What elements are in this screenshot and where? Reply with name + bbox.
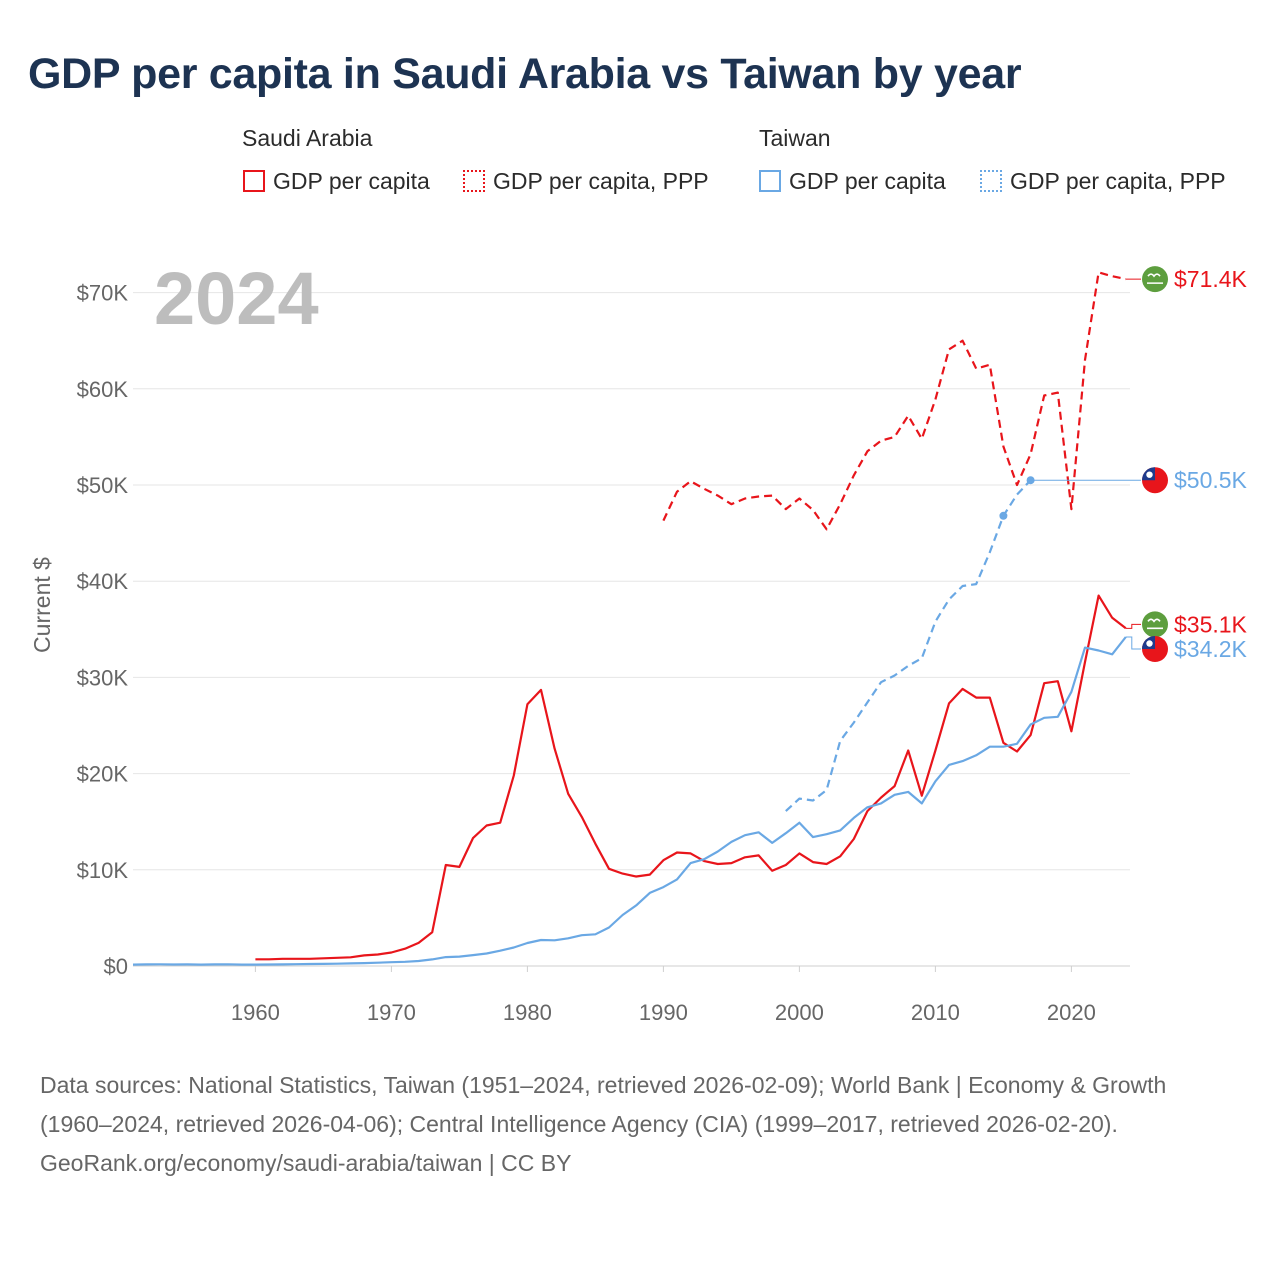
x-tick-label: 2010 xyxy=(911,1000,960,1025)
legend-saudi-gdp-ppp[interactable]: GDP per capita, PPP xyxy=(463,166,709,196)
legend-saudi-gdp-ppp-label: GDP per capita, PPP xyxy=(493,167,709,194)
x-tick-label: 1990 xyxy=(639,1000,688,1025)
y-tick-label: $40K xyxy=(77,569,129,594)
data-sources: Data sources: National Statistics, Taiwa… xyxy=(40,1072,1167,1137)
x-tick-label: 1980 xyxy=(503,1000,552,1025)
legend-taiwan-gdp[interactable]: GDP per capita xyxy=(759,166,946,196)
footer: Data sources: National Statistics, Taiwa… xyxy=(40,1066,1240,1183)
y-tick-label: $50K xyxy=(77,473,129,498)
legend-taiwan-gdp-ppp[interactable]: GDP per capita, PPP xyxy=(980,166,1226,196)
series-line-saudi-arabia-gdp-per-capita xyxy=(255,594,1127,961)
legend-saudi-gdp[interactable]: GDP per capita xyxy=(243,166,430,196)
legend-taiwan-gdp-ppp-label: GDP per capita, PPP xyxy=(1010,167,1226,194)
series-line-taiwan-gdp-per-capita xyxy=(132,636,1127,966)
y-axis-label: Current $ xyxy=(29,557,55,653)
y-tick-label: $30K xyxy=(77,665,129,690)
taiwan-flag-icon xyxy=(1142,467,1168,494)
year-watermark: 2024 xyxy=(154,257,319,340)
end-value-label: $50.5K xyxy=(1174,467,1248,493)
saudi-arabia-flag-icon xyxy=(1142,266,1168,293)
x-tick-label: 1970 xyxy=(367,1000,416,1025)
x-tick-label: 2020 xyxy=(1047,1000,1096,1025)
y-tick-label: $0 xyxy=(104,954,128,979)
end-value-label: $35.1K xyxy=(1174,611,1248,637)
legend-swatch-taiwan-dotted xyxy=(980,170,1002,192)
y-tick-label: $60K xyxy=(77,377,129,402)
legend-taiwan-gdp-label: GDP per capita xyxy=(789,167,946,194)
end-value-label: $71.4K xyxy=(1174,266,1248,292)
y-tick-label: $10K xyxy=(77,858,129,883)
legend-swatch-taiwan-solid xyxy=(759,170,781,192)
series-line-saudi-arabia-gdp-per-capita-ppp xyxy=(662,271,1127,531)
end-label-connector xyxy=(1125,623,1141,629)
legend-group-taiwan: Taiwan xyxy=(759,125,831,151)
end-value-label: $34.2K xyxy=(1174,636,1248,662)
legend-swatch-saudi-dotted xyxy=(463,170,485,192)
y-tick-label: $70K xyxy=(77,281,129,306)
line-chart: $0 $10K $20K $30K $40K $50K $60K $70K 1960 1970 1… xyxy=(29,257,1248,1025)
legend-swatch-saudi-solid xyxy=(243,170,265,192)
series-line-taiwan-gdp-per-capita-ppp xyxy=(785,479,1032,812)
x-tick-label: 2000 xyxy=(775,1000,824,1025)
taiwan-flag-icon xyxy=(1142,635,1168,662)
x-tick-label: 1960 xyxy=(231,1000,280,1025)
credit-link[interactable]: GeoRank.org/economy/saudi-arabia/taiwan … xyxy=(40,1150,572,1176)
saudi-arabia-flag-icon xyxy=(1142,611,1168,638)
legend-group-saudi-arabia: Saudi Arabia xyxy=(242,125,373,151)
legend-saudi-gdp-label: GDP per capita xyxy=(273,167,430,194)
end-label-connector xyxy=(1125,636,1141,650)
chart-title: GDP per capita in Saudi Arabia vs Taiwan… xyxy=(28,50,1022,98)
data-point-marker xyxy=(999,511,1008,520)
y-tick-label: $20K xyxy=(77,762,129,787)
